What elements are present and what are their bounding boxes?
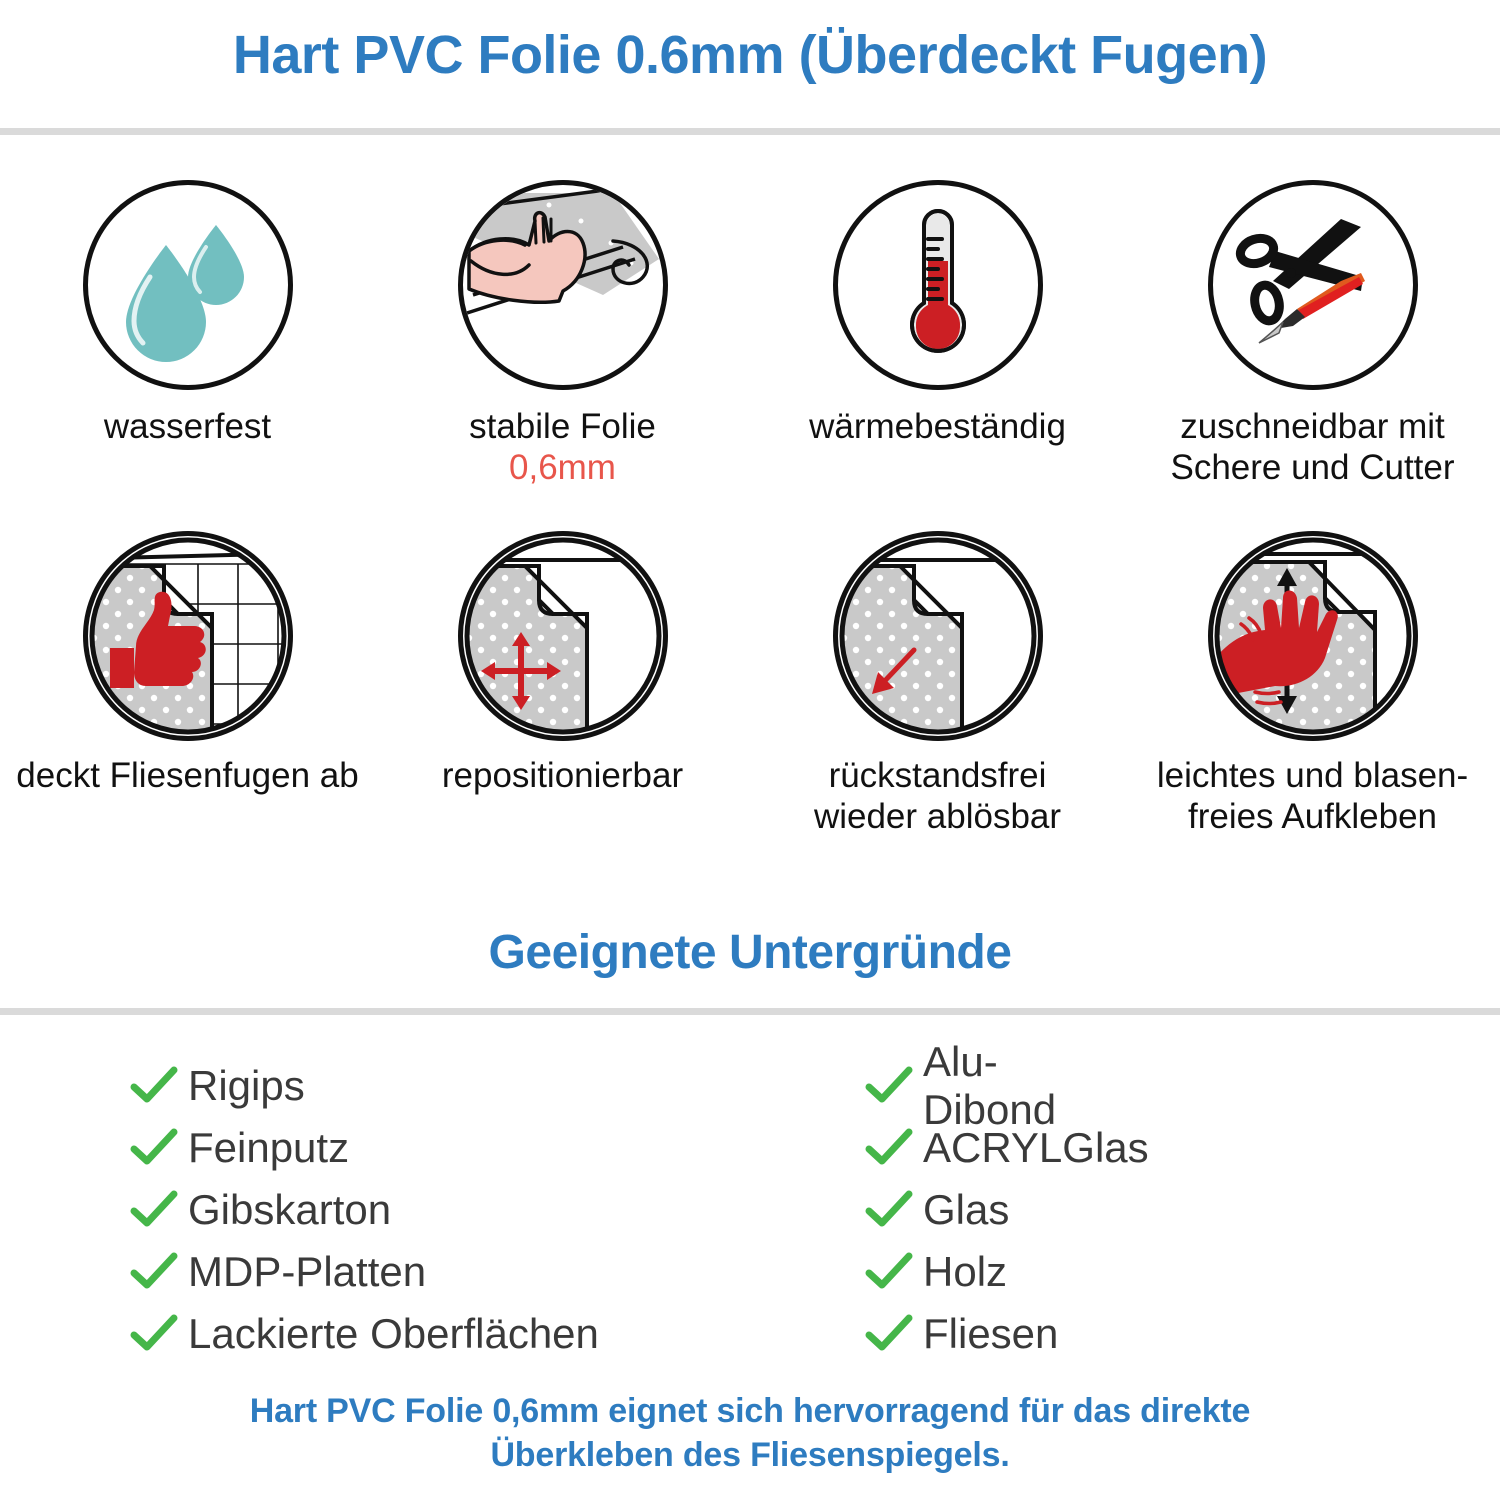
- list-item-label: Rigips: [188, 1062, 305, 1109]
- check-icon: [865, 1066, 923, 1106]
- divider-top: [0, 128, 1500, 135]
- flexed-arm-foil-icon: [457, 180, 668, 390]
- list-item-label: Alu-Dibond: [923, 1038, 1057, 1133]
- divider-middle: [0, 1008, 1500, 1015]
- list-item-label: ACRYLGlas: [923, 1124, 1149, 1171]
- check-icon: [865, 1190, 923, 1230]
- feature-rueckstandsfrei: rückstandsfrei wieder ablösbar: [750, 530, 1125, 838]
- feature-row-2: deckt Fliesenfugen ab: [0, 530, 1500, 838]
- feature-label: wasserfest: [103, 407, 272, 446]
- list-item-label: Lackierte Oberflächen: [188, 1310, 599, 1357]
- list-item-label: Feinputz: [188, 1124, 350, 1171]
- feature-repositionierbar: repositionierbar: [375, 530, 750, 838]
- surfaces-column-left: Rigips Feinputz Gibskarton MDP-Platten L…: [0, 1055, 750, 1365]
- thermometer-icon: [832, 180, 1043, 390]
- list-item: MDP-Platten: [130, 1241, 750, 1303]
- check-icon: [130, 1066, 188, 1106]
- surfaces-column-right: Alu-Dibond ACRYLGlas Glas Holz Fliesen: [0, 1038, 1149, 1365]
- feature-row-1: wasserfest: [0, 180, 1500, 489]
- four-way-arrow-foil-icon: [457, 530, 668, 741]
- feature-label: zuschneidbar mit Schere und Cutter: [1170, 407, 1455, 488]
- page-title: Hart PVC Folie 0.6mm (Überdeckt Fugen): [232, 25, 1268, 85]
- feature-label: rückstandsfrei wieder ablösbar: [813, 755, 1062, 836]
- feature-label: repositionierbar: [441, 755, 684, 795]
- footer-line-2: Überkleben des Fliesenspiegels.: [490, 1435, 1010, 1474]
- feature-waermebestaendig: wärmebeständig: [750, 180, 1125, 489]
- section-title: Geeignete Untergründe: [488, 926, 1012, 979]
- thumbs-up-tiles-icon: [82, 530, 293, 741]
- check-icon: [865, 1314, 923, 1354]
- check-icon: [130, 1314, 188, 1354]
- list-item: Feinputz: [130, 1117, 750, 1179]
- feature-sublabel: 0,6mm: [509, 448, 616, 488]
- list-item: Gibskarton: [130, 1179, 750, 1241]
- check-icon: [865, 1252, 923, 1292]
- list-item-label: Fliesen: [923, 1310, 1059, 1357]
- feature-aufkleben: leichtes und blasen- freies Aufkleben: [1125, 530, 1500, 838]
- check-icon: [865, 1128, 923, 1168]
- list-item: Rigips: [130, 1055, 750, 1117]
- feature-label: stabile Folie 0,6mm: [469, 407, 656, 488]
- check-icon: [130, 1252, 188, 1292]
- check-icon: [130, 1190, 188, 1230]
- feature-label: leichtes und blasen- freies Aufkleben: [1156, 755, 1469, 836]
- footer-line-1: Hart PVC Folie 0,6mm eignet sich hervorr…: [249, 1392, 1251, 1430]
- surfaces-checklist: Rigips Feinputz Gibskarton MDP-Platten L…: [0, 1038, 1500, 1365]
- feature-zuschneidbar: zuschneidbar mit Schere und Cutter: [1125, 180, 1500, 489]
- list-item-label: Gibskarton: [188, 1186, 392, 1233]
- feature-deckt-fliesenfugen: deckt Fliesenfugen ab: [0, 530, 375, 838]
- feature-stabile-folie: stabile Folie 0,6mm: [375, 180, 750, 489]
- check-icon: [130, 1128, 188, 1168]
- footer-note: Hart PVC Folie 0,6mm eignet sich hervorr…: [0, 1390, 1500, 1477]
- list-item-label: Glas: [923, 1186, 1010, 1233]
- feature-grid: wasserfest: [0, 180, 1500, 837]
- feature-label: wärmebeständig: [809, 407, 1066, 446]
- scissors-cutter-icon: [1207, 180, 1418, 390]
- feature-wasserfest: wasserfest: [0, 180, 375, 489]
- list-item: Lackierte Oberflächen: [130, 1303, 750, 1365]
- smoothing-hand-foil-icon: [1207, 530, 1418, 741]
- feature-label: deckt Fliesenfugen ab: [16, 755, 359, 795]
- water-drops-icon: [82, 180, 293, 390]
- list-item-label: Holz: [923, 1248, 1008, 1295]
- list-item-label: MDP-Platten: [188, 1248, 427, 1295]
- peel-arrow-foil-icon: [832, 530, 1043, 741]
